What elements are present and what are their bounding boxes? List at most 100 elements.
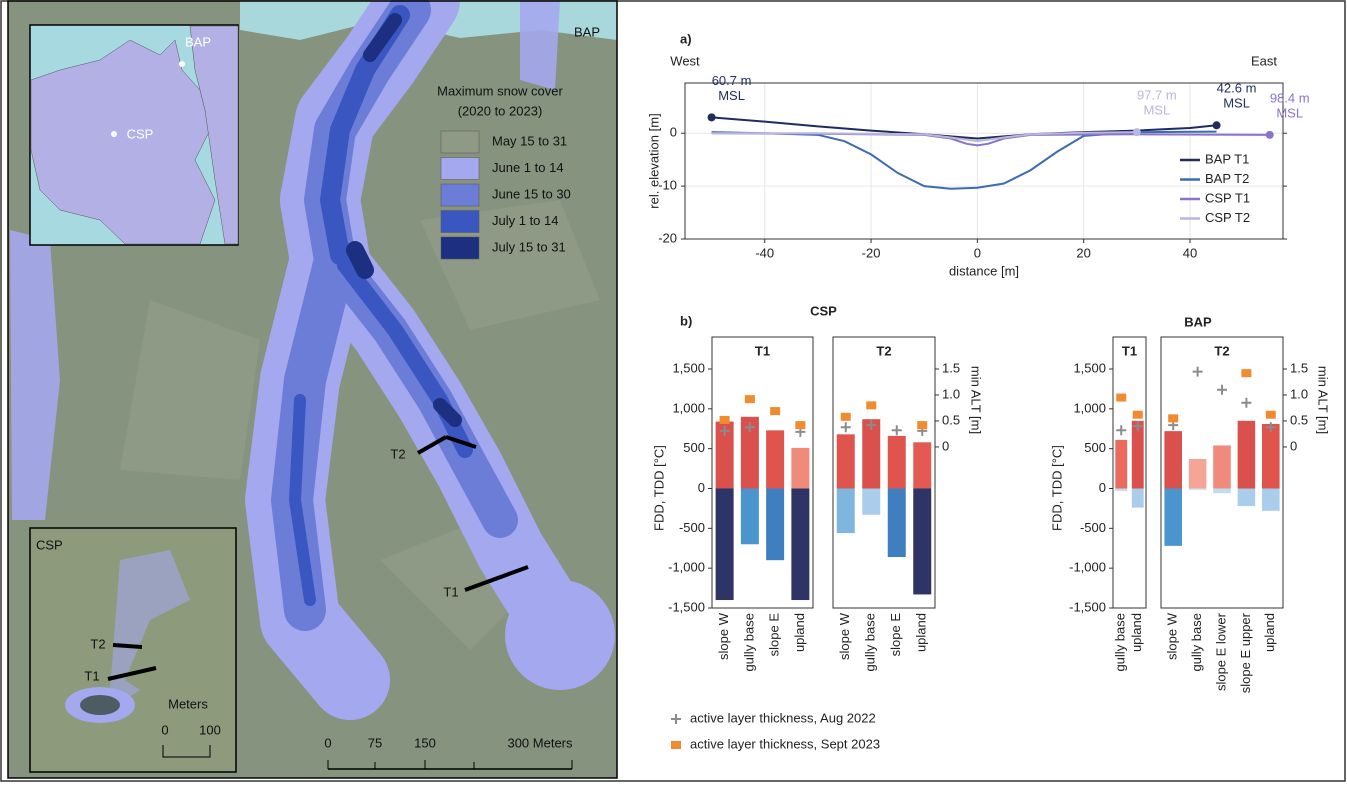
alt-2022-marker bbox=[719, 425, 730, 436]
y-tick-label: -1,500 bbox=[1069, 599, 1106, 614]
scale-label: 0 bbox=[161, 722, 168, 737]
line-series bbox=[711, 131, 1137, 143]
alt-2023-marker bbox=[795, 421, 806, 430]
group-title: BAP bbox=[1184, 314, 1212, 329]
y-tick-label: 1,000 bbox=[672, 400, 705, 415]
category-label: slope E lower bbox=[1213, 612, 1228, 691]
bar-tdd bbox=[913, 442, 932, 489]
site-label: BAP bbox=[185, 34, 211, 49]
alt-2023-marker bbox=[1241, 369, 1252, 378]
y2-tick-label: 1.5 bbox=[942, 360, 960, 375]
panel-title: T1 bbox=[1122, 343, 1137, 358]
land bbox=[30, 39, 216, 245]
snow-area bbox=[433, 398, 462, 427]
y-axis-label: FDD, TDD [°C] bbox=[1049, 445, 1064, 531]
legend-label: active layer thickness, Aug 2022 bbox=[690, 710, 876, 725]
bar-tdd bbox=[862, 419, 881, 489]
legend-marker bbox=[671, 714, 681, 724]
y-tick-label: -20 bbox=[658, 230, 677, 245]
x-axis-label: distance [m] bbox=[949, 263, 1019, 278]
charts: a) West East -40 -20 0 20 40 -20 -10 0 distance [m]… bbox=[646, 31, 1330, 751]
snow-area bbox=[10, 230, 60, 520]
alt-2022-marker bbox=[744, 422, 755, 433]
alt-2022-marker bbox=[891, 425, 902, 436]
transect-label: T1 bbox=[84, 668, 99, 683]
snow-area bbox=[289, 394, 316, 606]
alt-2023-marker bbox=[770, 407, 781, 416]
bar-tdd bbox=[1213, 445, 1231, 489]
bar-fdd bbox=[1131, 488, 1144, 508]
bar-tdd bbox=[791, 447, 810, 489]
legend-swatch bbox=[440, 210, 480, 233]
y2-tick-label: 1.0 bbox=[1290, 386, 1308, 401]
x-tick-label: 20 bbox=[1076, 245, 1090, 260]
category-label: gully base bbox=[1113, 613, 1128, 672]
y-tick-label: 1,500 bbox=[1073, 360, 1106, 375]
bar-tdd bbox=[715, 421, 734, 489]
y2-tick-label: 1.0 bbox=[942, 386, 960, 401]
y2-axis-label: min ALT [m] bbox=[969, 366, 984, 434]
bar-tdd bbox=[766, 430, 785, 489]
legend-label: July 15 to 31 bbox=[492, 239, 566, 254]
y-axis-label: rel. elevation [m] bbox=[646, 113, 661, 208]
legend-label: BAP T1 bbox=[1205, 151, 1249, 166]
transect-line bbox=[417, 435, 447, 455]
panel-frame bbox=[711, 336, 814, 609]
y-tick-label: 0 bbox=[670, 125, 677, 140]
legend-swatch bbox=[440, 130, 480, 154]
y-tick-label: -1,000 bbox=[1069, 560, 1106, 575]
y-tick-label: 500 bbox=[1084, 440, 1106, 455]
csp-inset: CSP T2 T1 Meters 0 100 bbox=[29, 527, 237, 773]
annotation: MSL bbox=[1223, 96, 1250, 111]
annotation: MSL bbox=[1143, 103, 1170, 118]
y-tick-label: -1,500 bbox=[668, 599, 705, 614]
category-label: gully base bbox=[863, 613, 878, 672]
bar-fdd bbox=[740, 488, 759, 545]
scale-label: 0 bbox=[324, 735, 331, 750]
panel-label: a) bbox=[680, 31, 692, 46]
annotation: MSL bbox=[718, 88, 745, 103]
end-point bbox=[1212, 121, 1221, 130]
end-point bbox=[1132, 128, 1141, 137]
alt-2023-marker bbox=[917, 421, 928, 430]
alt-2023-marker bbox=[744, 395, 755, 404]
category-label: slope W bbox=[1165, 612, 1180, 660]
site-label: CSP bbox=[127, 126, 154, 141]
scale-bar bbox=[162, 745, 211, 758]
category-label: upland bbox=[792, 613, 807, 652]
alt-2022-marker bbox=[1241, 397, 1252, 408]
alt-2023-marker bbox=[719, 415, 730, 424]
annotation: 42.6 m bbox=[1217, 81, 1257, 96]
y-tick-label: 1,000 bbox=[1073, 400, 1106, 415]
y-tick-label: -1,000 bbox=[668, 560, 705, 575]
direction-label: West bbox=[670, 53, 700, 68]
y-tick-label: 0 bbox=[698, 480, 705, 495]
category-label: upland bbox=[1129, 613, 1144, 652]
category-label: slope E upper bbox=[1238, 612, 1253, 693]
bar-fdd bbox=[836, 488, 855, 534]
bar-fdd bbox=[1237, 488, 1256, 507]
pond bbox=[80, 695, 120, 715]
y-tick-label: -10 bbox=[658, 178, 677, 193]
alt-2023-marker bbox=[1116, 393, 1127, 402]
legend-label: CSP T1 bbox=[1205, 190, 1250, 205]
snow-area bbox=[520, 1, 560, 90]
land bbox=[189, 25, 239, 245]
y2-tick-label: 0 bbox=[1290, 438, 1297, 453]
x-tick-label: 40 bbox=[1183, 245, 1197, 260]
bar-tdd bbox=[887, 435, 906, 489]
category-label: slope E bbox=[888, 613, 903, 657]
panel-frame bbox=[1160, 336, 1284, 609]
bar-tdd bbox=[1164, 431, 1182, 489]
alt-2022-marker bbox=[866, 420, 877, 431]
category-label: upland bbox=[1262, 613, 1277, 652]
scale-label: 150 bbox=[414, 735, 436, 750]
alt-2023-marker bbox=[840, 412, 851, 421]
transect-label: T2 bbox=[390, 446, 405, 461]
legend-items: May 15 to 31 June 1 to 14 June 15 to 30 Jul… bbox=[440, 130, 571, 260]
legend-swatch bbox=[440, 157, 480, 180]
bar-fdd bbox=[1164, 488, 1182, 546]
bar-tdd bbox=[1237, 420, 1256, 489]
y-tick-label: 0 bbox=[1099, 480, 1106, 495]
